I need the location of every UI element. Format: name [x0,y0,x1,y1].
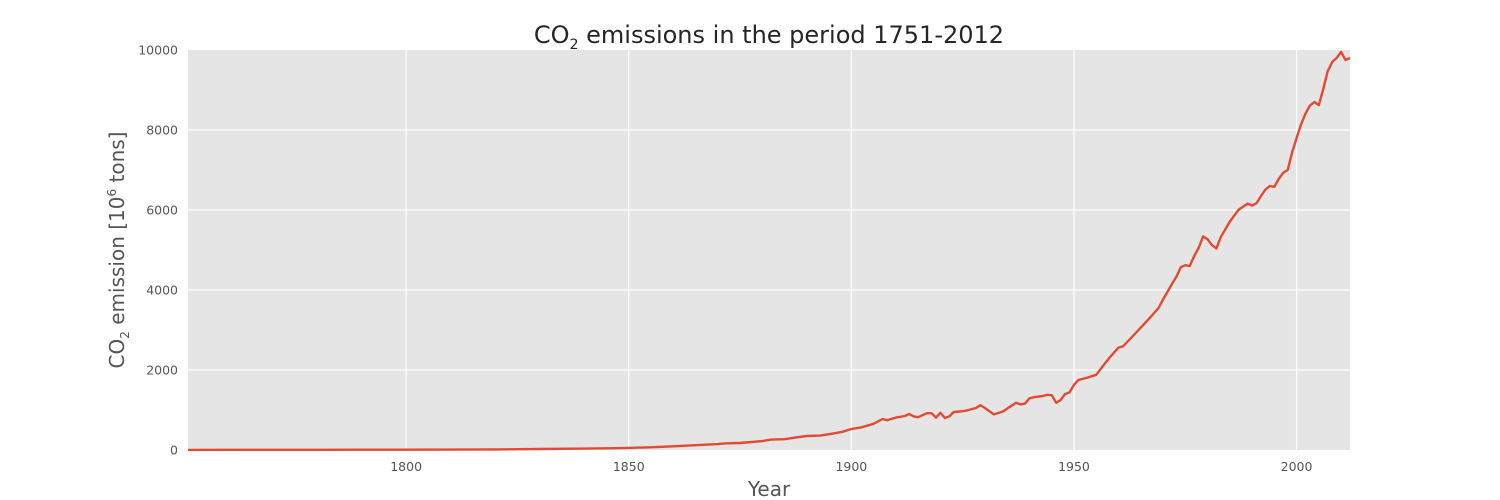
x-axis-label: Year [747,477,791,500]
y-axis-ticks: 0 2000 4000 6000 8000 10000 [138,43,178,458]
x-tick-label: 1900 [835,459,867,474]
y-tick-label: 2000 [146,363,178,378]
y-tick-label: 8000 [146,123,178,138]
x-axis-ticks: 1800 1850 1900 1950 2000 [390,459,1312,474]
plot-area [188,50,1350,450]
y-tick-label: 10000 [138,43,178,58]
series-line-co2 [187,50,1351,452]
x-tick-label: 1850 [613,459,645,474]
y-tick-label: 4000 [146,283,178,298]
y-tick-label: 6000 [146,203,178,218]
x-tick-label: 1800 [390,459,422,474]
y-tick-label: 0 [170,443,178,458]
y-axis-label: CO2 emission [106 tons] [105,132,132,369]
x-tick-label: 2000 [1281,459,1313,474]
x-tick-label: 1950 [1058,459,1090,474]
chart-title: CO2 emissions in the period 1751-2012 [534,21,1004,53]
grid-lines [188,50,1350,450]
